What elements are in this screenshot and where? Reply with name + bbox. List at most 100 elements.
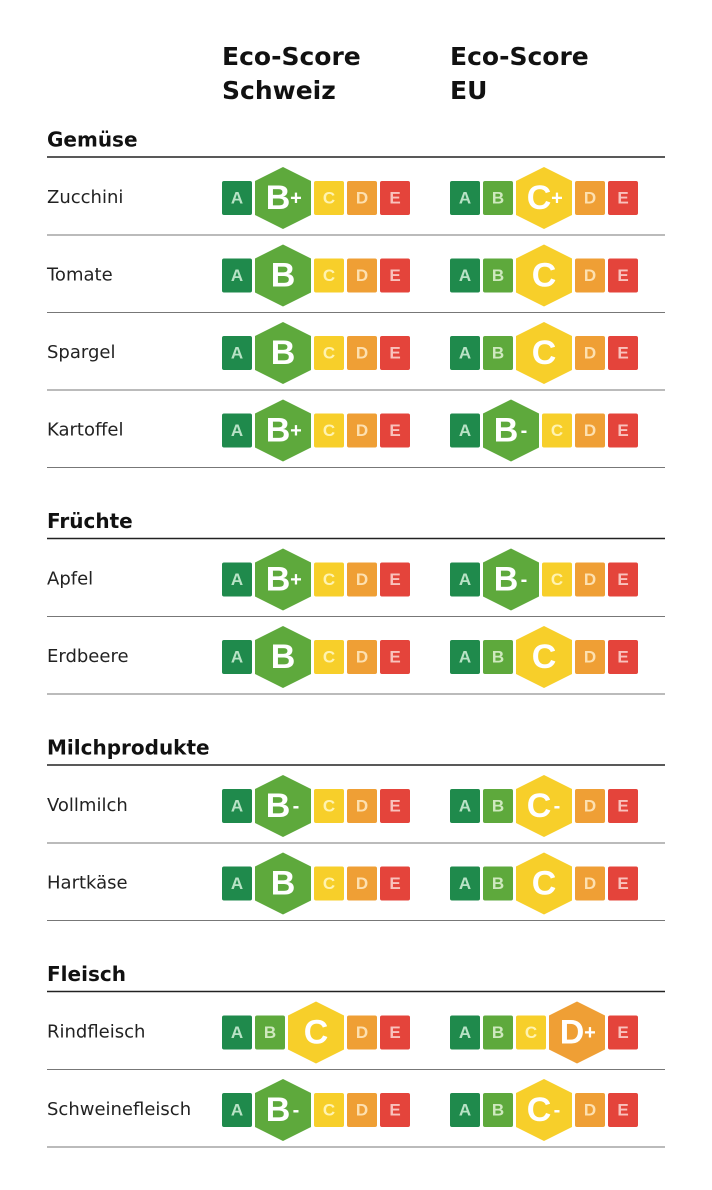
grade-letter: E (617, 1023, 628, 1042)
grade-letter: C (323, 796, 335, 815)
grade-modifier: + (584, 1022, 596, 1044)
grade-letter: E (617, 874, 628, 893)
grade-letter: C (551, 570, 563, 589)
grade-box (608, 1015, 638, 1050)
selected-grade: C (527, 179, 552, 217)
grade-box (380, 181, 410, 215)
selected-grade: C (532, 256, 557, 294)
selected-grade: C (532, 638, 557, 676)
grade-box (575, 866, 605, 901)
grade-letter: C (323, 570, 335, 589)
grade-letter: A (459, 1100, 471, 1119)
grade-letter: D (584, 874, 596, 893)
item-name: Rindfleisch (47, 1022, 145, 1043)
grade-letter: D (584, 570, 596, 589)
selected-grade-hexagon (255, 852, 311, 915)
grade-box (608, 1093, 638, 1127)
selected-grade-hexagon (255, 626, 311, 688)
grade-box (380, 413, 410, 448)
grade-letter: B (492, 874, 504, 893)
grade-box (222, 181, 252, 215)
grade-letter: E (617, 647, 628, 666)
grade-modifier: + (551, 187, 563, 209)
selected-grade-hexagon (516, 852, 572, 915)
grade-letter: A (231, 570, 243, 589)
selected-grade: C (532, 864, 557, 902)
eco-score-badge: A B- C D E (222, 775, 410, 837)
grade-letter: C (525, 1023, 537, 1042)
grade-letter: E (617, 1100, 628, 1119)
grade-box (222, 562, 252, 597)
grade-modifier: + (290, 420, 302, 442)
grade-box (347, 562, 377, 597)
grade-letter: D (356, 647, 368, 666)
grade-letter: D (356, 874, 368, 893)
grade-letter: A (459, 796, 471, 815)
grade-letter: C (323, 343, 335, 362)
grade-box (608, 866, 638, 901)
selected-grade: C (527, 1091, 552, 1129)
selected-grade: B (271, 334, 296, 372)
grade-box (483, 1015, 513, 1050)
grade-box (255, 1015, 285, 1050)
grade-letter: C (323, 421, 335, 440)
section-title: Gemüse (47, 128, 138, 152)
section-title: Fleisch (47, 962, 126, 986)
grade-modifier: - (521, 569, 528, 591)
grade-box (347, 258, 377, 293)
grade-box (450, 258, 480, 293)
grade-letter: D (584, 343, 596, 362)
grade-box (608, 181, 638, 215)
grade-letter: E (389, 570, 400, 589)
grade-box (575, 1093, 605, 1127)
selected-grade-hexagon (255, 244, 311, 307)
selected-grade: B (266, 179, 291, 217)
selected-grade: D (560, 1013, 585, 1051)
grade-box (450, 181, 480, 215)
grade-box (314, 866, 344, 901)
eco-score-badge: A B C D E (450, 244, 638, 307)
grade-box (222, 1093, 252, 1127)
item-name: Zucchini (47, 187, 123, 208)
eco-score-badge: A B C D E (450, 322, 638, 384)
grade-letter: B (492, 188, 504, 207)
grade-letter: B (492, 343, 504, 362)
selected-grade: C (304, 1013, 329, 1051)
grade-box (450, 1093, 480, 1127)
grade-box (347, 640, 377, 674)
grade-letter: C (323, 1100, 335, 1119)
selected-grade-hexagon (516, 244, 572, 307)
selected-grade-hexagon (255, 322, 311, 384)
eco-score-badge: A B C- D E (450, 1079, 638, 1141)
grade-letter: E (617, 266, 628, 285)
grade-box (575, 181, 605, 215)
grade-letter: E (617, 343, 628, 362)
selected-grade-hexagon (516, 322, 572, 384)
grade-letter: D (584, 796, 596, 815)
eco-score-badge: A B C- D E (450, 775, 638, 837)
grade-letter: D (584, 1100, 596, 1119)
grade-letter: D (356, 796, 368, 815)
grade-letter: A (231, 266, 243, 285)
grade-box (575, 336, 605, 370)
eco-score-badge: A B C D E (222, 322, 410, 384)
grade-letter: E (389, 1100, 400, 1119)
grade-box (483, 181, 513, 215)
grade-letter: C (551, 421, 563, 440)
grade-letter: A (231, 796, 243, 815)
grade-box (483, 1093, 513, 1127)
item-name: Hartkäse (47, 873, 128, 894)
selected-grade-hexagon (516, 775, 572, 837)
grade-letter: A (231, 1100, 243, 1119)
grade-modifier: - (554, 1099, 561, 1121)
grade-box (222, 789, 252, 823)
grade-box (314, 258, 344, 293)
grade-box (575, 789, 605, 823)
grade-box (608, 640, 638, 674)
selected-grade: B (266, 787, 291, 825)
grade-letter: D (584, 188, 596, 207)
selected-grade-hexagon (483, 399, 539, 462)
section-title: Milchprodukte (47, 736, 210, 760)
grade-box (347, 789, 377, 823)
grade-letter: A (459, 647, 471, 666)
